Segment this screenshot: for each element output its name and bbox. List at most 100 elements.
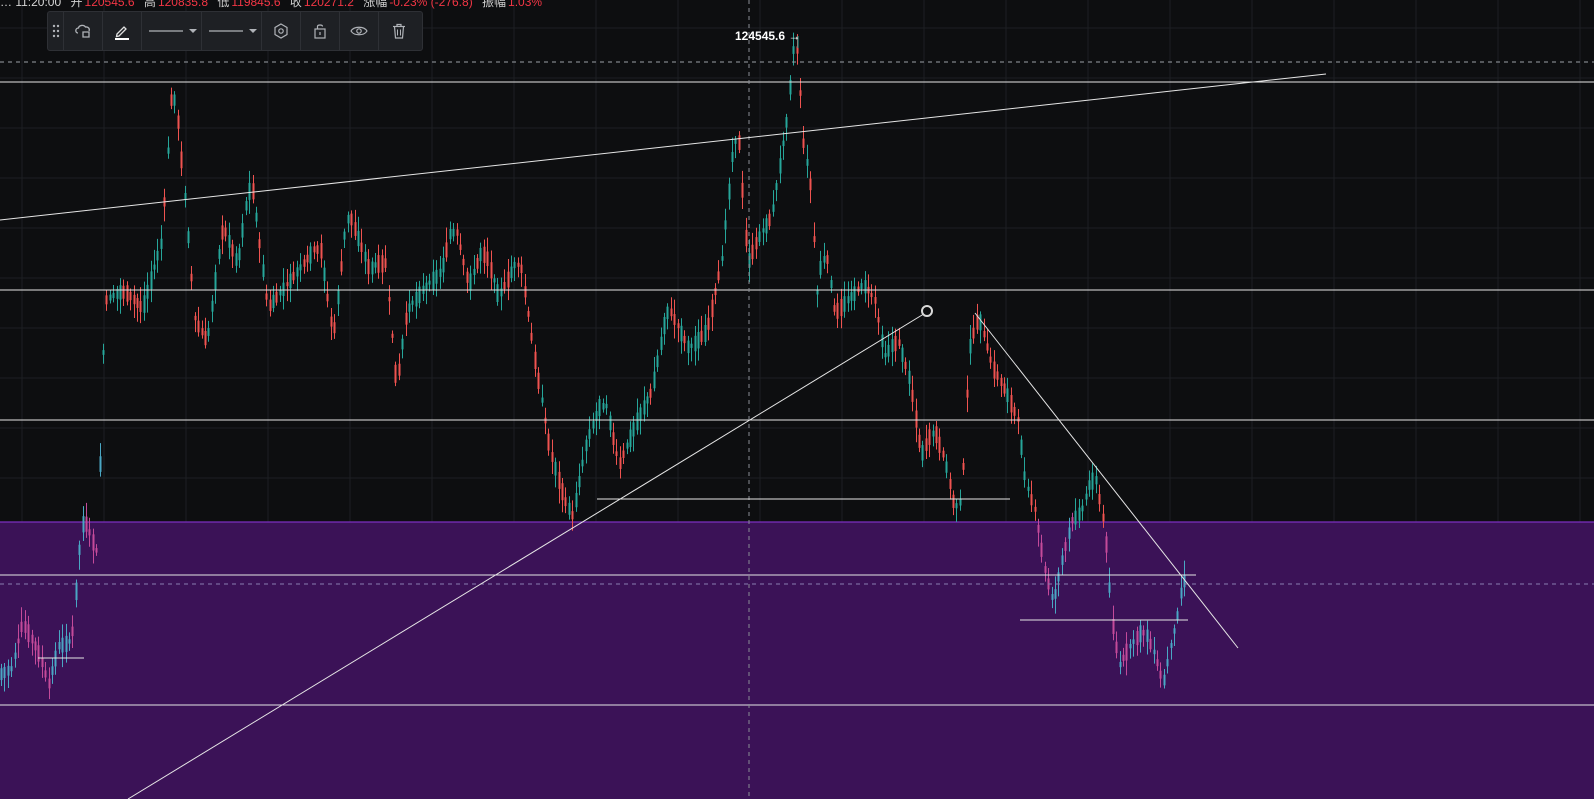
candle-body <box>979 314 982 331</box>
candle-body <box>10 666 13 672</box>
trendline-anchor-handle[interactable] <box>921 305 933 317</box>
template-icon[interactable] <box>64 11 103 51</box>
candle-body <box>748 253 751 268</box>
candle-body <box>1129 643 1132 649</box>
upper-trendline[interactable] <box>0 73 1327 221</box>
candle-body <box>496 284 499 302</box>
candle-body <box>401 338 404 350</box>
candle-body <box>653 371 656 389</box>
ohlc-info-bar: … 11:20:00 开 120545.6 高 120835.8 低 119845.6… <box>0 0 542 9</box>
falling-trendline[interactable] <box>974 312 1239 649</box>
candles <box>0 32 1186 700</box>
candle-body <box>272 294 275 309</box>
candle-body <box>636 412 639 431</box>
candle-body <box>1030 494 1033 506</box>
candle-body <box>615 451 618 456</box>
candle-body <box>211 300 214 312</box>
candle-body <box>860 283 863 289</box>
candle-body <box>262 264 265 277</box>
candle-body <box>486 251 489 267</box>
candle-body <box>887 344 890 357</box>
candle-body <box>520 264 523 274</box>
candle-body <box>690 343 693 348</box>
candle-body <box>173 94 176 106</box>
candle-body <box>1139 625 1142 643</box>
candle-body <box>1085 493 1088 500</box>
candle-body <box>507 271 510 288</box>
candle-body <box>248 182 251 200</box>
settings-icon[interactable] <box>262 11 301 51</box>
candle-body <box>88 529 91 536</box>
candle-body <box>119 285 122 300</box>
candle-body <box>993 361 996 379</box>
info-low-label: 低 <box>217 0 230 9</box>
info-close-label: 收 <box>289 0 302 9</box>
candle-body <box>442 257 445 273</box>
candle-body <box>731 152 734 162</box>
candle-body <box>996 371 999 380</box>
lock-icon[interactable] <box>301 11 340 51</box>
candle-body <box>884 353 887 358</box>
candle-body <box>1173 628 1176 634</box>
delete-icon[interactable] <box>379 11 418 51</box>
candle-body <box>639 407 642 421</box>
candle-body <box>92 534 95 551</box>
candle-body <box>289 273 292 289</box>
candle-body <box>833 305 836 312</box>
rising-trendline[interactable] <box>127 311 928 799</box>
candle-body <box>1037 524 1040 533</box>
candle-body <box>354 222 357 236</box>
candle-body <box>1122 654 1125 661</box>
info-open-label: 开 <box>70 0 83 9</box>
candle-body <box>656 355 659 368</box>
candle-body <box>1149 638 1152 650</box>
candle-body <box>479 247 482 262</box>
candle-body <box>1054 589 1057 599</box>
demand-zone[interactable] <box>0 522 1594 799</box>
candle-body <box>432 271 435 290</box>
candle-body <box>612 432 615 445</box>
candle-body <box>683 335 686 344</box>
candle-body <box>282 282 285 297</box>
candle-body <box>241 223 244 238</box>
candle-body <box>969 338 972 354</box>
candle-body <box>333 322 336 334</box>
candle-body <box>1010 395 1013 413</box>
line-width-dropdown[interactable] <box>142 11 202 51</box>
line-style-dropdown[interactable] <box>202 11 262 51</box>
candle-body <box>235 253 238 266</box>
candle-body <box>503 282 506 289</box>
candle-body <box>231 244 234 257</box>
candle-body <box>663 317 666 335</box>
candle-body <box>758 231 761 242</box>
candle-body <box>20 621 23 632</box>
candle-body <box>34 641 37 651</box>
candle-body <box>136 298 139 308</box>
candle-body <box>85 516 88 532</box>
candle-body <box>1136 631 1139 646</box>
info-change-value: -0.23% (-276.8) <box>389 0 473 9</box>
visibility-icon[interactable] <box>340 11 379 51</box>
candle-body <box>986 343 989 351</box>
candle-body <box>983 330 986 338</box>
candle-body <box>265 293 268 300</box>
candle-body <box>3 666 6 679</box>
info-low-value: 119845.6 <box>231 0 281 9</box>
drag-handle-icon[interactable] <box>48 11 64 51</box>
candle-body <box>428 280 431 285</box>
candle-body <box>0 668 3 681</box>
candle-body <box>44 670 47 678</box>
candle-body <box>711 299 714 318</box>
candle-body <box>194 315 197 321</box>
candle-body <box>133 294 136 305</box>
candle-body <box>1071 517 1074 524</box>
candle-body <box>476 257 479 269</box>
candle-body <box>238 248 241 261</box>
candle-body <box>928 429 931 445</box>
candle-body <box>728 183 731 200</box>
candle-body <box>1081 505 1084 512</box>
pencil-color-icon[interactable] <box>103 11 142 51</box>
candle-body <box>962 462 965 470</box>
